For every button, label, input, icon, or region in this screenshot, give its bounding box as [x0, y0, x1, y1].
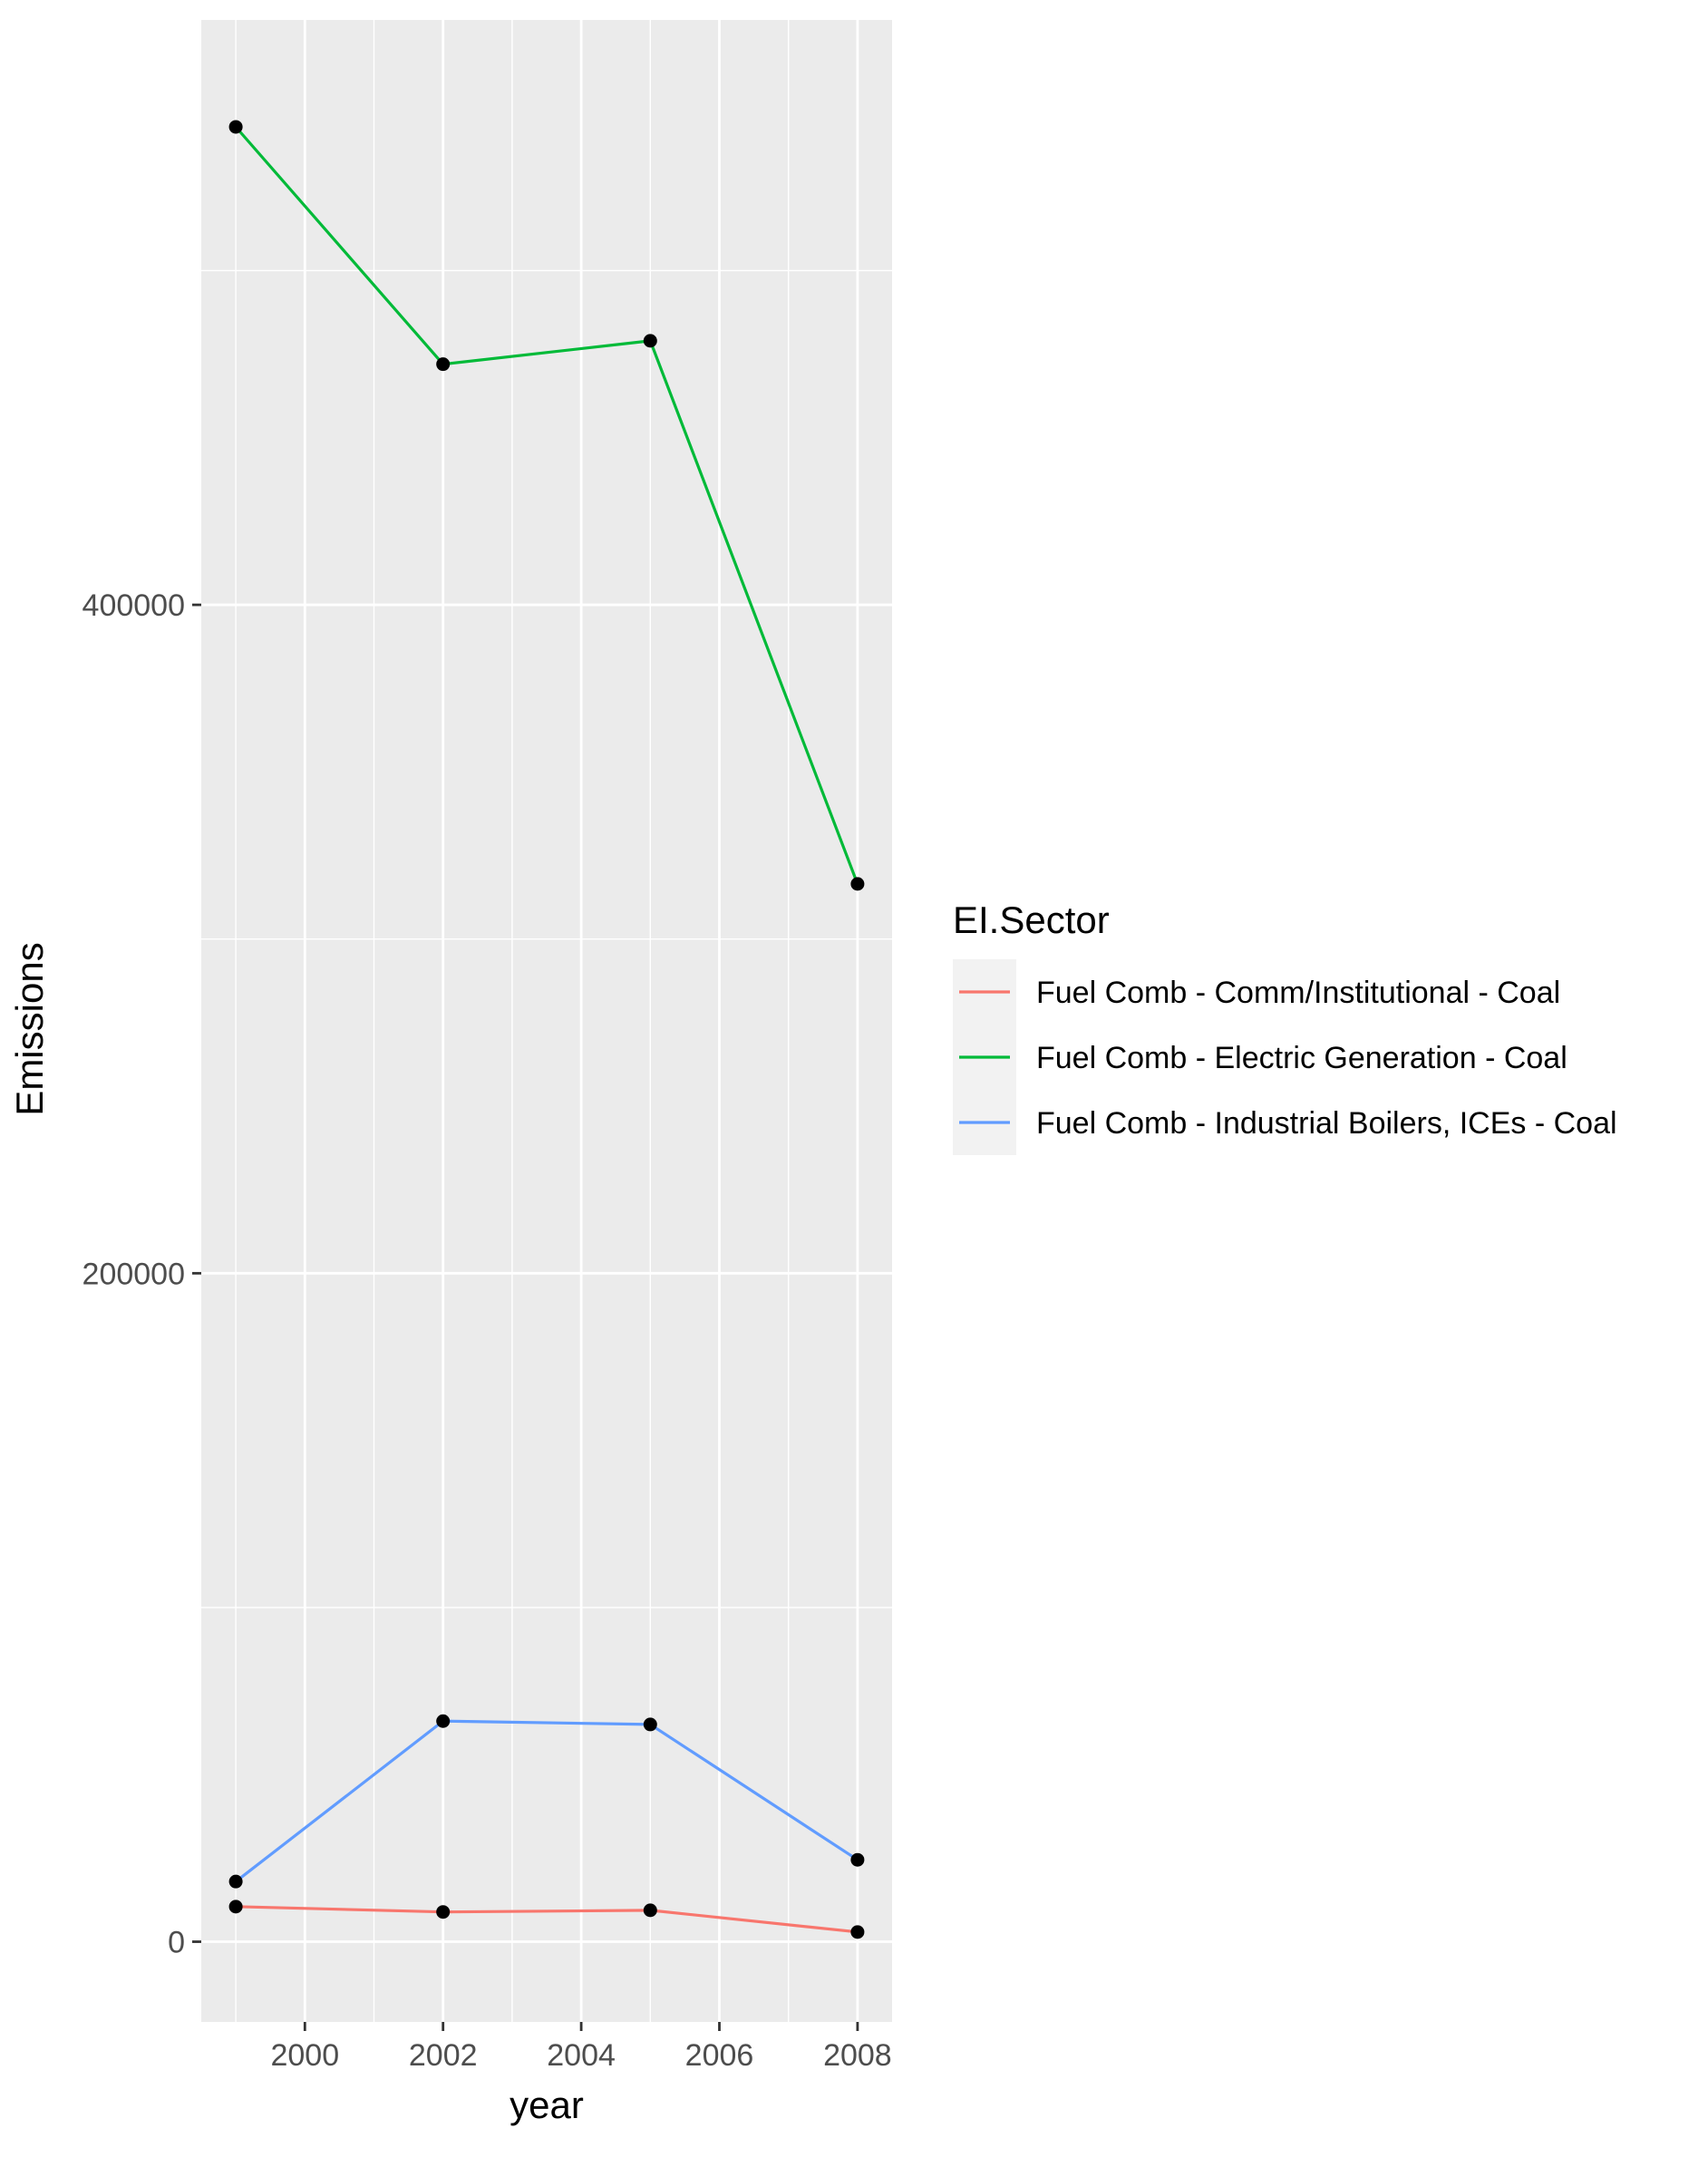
series-line-3: [235, 1719, 859, 1883]
data-point-series-2: [850, 877, 865, 891]
x-tick-label: 2004: [547, 2038, 616, 2073]
data-point-series-2: [436, 357, 451, 372]
x-tick-label: 2008: [823, 2038, 892, 2073]
legend-title: EI.Sector: [953, 899, 1110, 941]
y-axis-title: Emissions: [8, 942, 51, 1115]
data-point-series-2: [228, 120, 243, 134]
data-point-series-2: [643, 334, 657, 348]
data-point-series-3: [643, 1717, 657, 1732]
x-tick-label: 2000: [270, 2038, 339, 2073]
series-line-2: [234, 125, 859, 885]
series-lines: [234, 125, 859, 1934]
y-tick-label: 0: [168, 1926, 185, 1960]
series-points: [228, 120, 865, 1939]
legend-items: Fuel Comb - Comm/Institutional - Coal Fue…: [959, 976, 1617, 1141]
series-line-1: [236, 1905, 859, 1934]
x-axis-tick-labels: 2000 2002 2004 2006 2008: [270, 2038, 891, 2073]
y-tick-label: 400000: [82, 588, 185, 623]
data-point-series-1: [643, 1903, 657, 1918]
x-tick-label: 2002: [409, 2038, 478, 2073]
data-point-series-3: [850, 1852, 865, 1867]
data-point-series-3: [436, 1714, 451, 1728]
data-point-series-1: [850, 1925, 865, 1939]
legend-label-3: Fuel Comb - Industrial Boilers, ICEs - C…: [1036, 1106, 1617, 1141]
legend: EI.Sector Fuel Comb - Comm/Institutional…: [953, 899, 1617, 1155]
minor-gridlines: [201, 20, 892, 2022]
y-axis-tick-labels: 0 200000 400000: [82, 588, 185, 1959]
legend-label-2: Fuel Comb - Electric Generation - Coal: [1036, 1041, 1567, 1075]
data-point-series-1: [228, 1900, 243, 1914]
x-tick-label: 2006: [685, 2038, 754, 2073]
x-axis-title: year: [509, 2084, 584, 2126]
axis-ticks: [192, 603, 859, 2031]
y-tick-label: 200000: [82, 1257, 185, 1291]
legend-label-1: Fuel Comb - Comm/Institutional - Coal: [1036, 976, 1560, 1010]
data-point-series-1: [436, 1905, 451, 1919]
data-point-series-3: [228, 1874, 243, 1889]
major-gridlines: [201, 20, 892, 2022]
